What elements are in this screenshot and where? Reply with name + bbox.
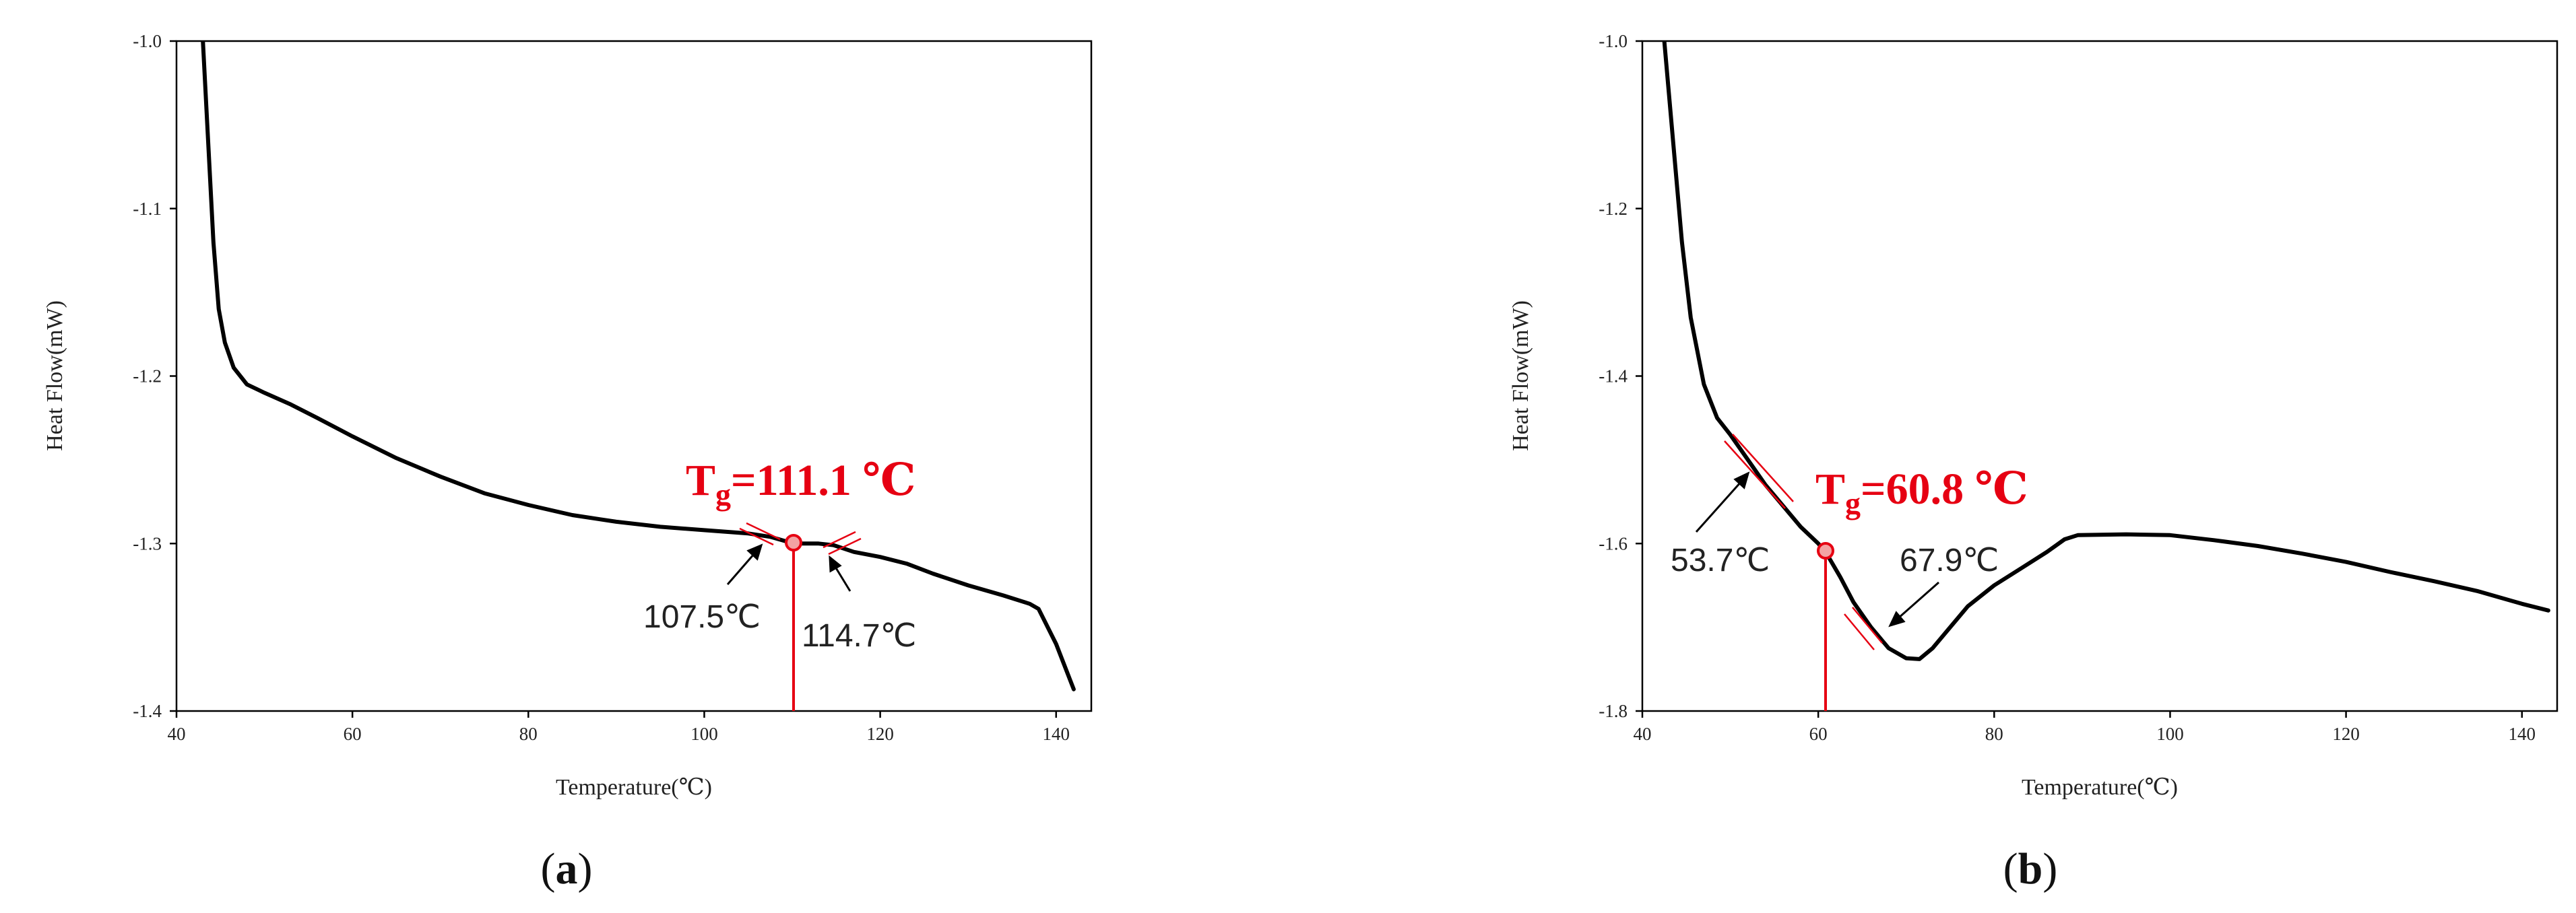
series-line-b — [1662, 41, 2550, 661]
plot-frame-a — [175, 40, 1093, 712]
heat-flow-line-a — [201, 41, 1076, 691]
annotation-67-9: 67.9℃ — [1900, 543, 1999, 578]
x-tick-label-b-100: 100 — [2156, 724, 2184, 744]
annotation-53-7: 53.7℃ — [1671, 543, 1770, 578]
y-tick-label-b-2: -1.4 — [1599, 366, 1628, 386]
heat-flow-line-b — [1662, 41, 2550, 661]
x-tick-label-b-40: 40 — [1634, 724, 1652, 744]
x-axis-b: 40 60 80 100 120 140 — [1634, 711, 2536, 744]
x-axis-title-b: Temperature(℃) — [2022, 775, 2178, 800]
series-line-a — [201, 41, 1076, 691]
chart-b: 40 60 80 100 120 140 -1.0 -1.2 -1.4 -1.6 -1.8 Tg=… — [1508, 31, 2558, 893]
x-tick-label-a-140: 140 — [1043, 724, 1070, 744]
x-tick-label-a-40: 40 — [168, 724, 186, 744]
y-tick-label-a-1: -1.1 — [133, 199, 162, 219]
x-tick-label-b-80: 80 — [1985, 724, 2003, 744]
x-tick-label-b-140: 140 — [2509, 724, 2536, 744]
plot-frame-b — [1641, 40, 2558, 712]
tg-marker-b — [1817, 542, 1834, 560]
chart-a: 40 60 80 100 120 140 -1.0 -1.1 -1.2 -1.3 -1.4 Tg=… — [42, 31, 1093, 893]
annotation-arrow-107-a — [726, 543, 763, 585]
annotation-arrow-114-a — [829, 555, 851, 592]
tangent-lines-b — [1724, 434, 1883, 650]
tg-label-a: Tg=111.1 ℃ — [686, 456, 915, 512]
y-axis-title-b: Heat Flow(mW) — [1508, 300, 1533, 451]
y-tick-label-a-3: -1.3 — [133, 533, 162, 553]
y-tick-label-a-0: -1.0 — [133, 31, 162, 51]
y-tick-label-a-2: -1.2 — [133, 366, 162, 386]
y-tick-label-a-4: -1.4 — [133, 701, 162, 721]
y-axis-a: -1.0 -1.1 -1.2 -1.3 -1.4 — [133, 31, 176, 721]
y-axis-title-a: Heat Flow(mW) — [42, 300, 67, 451]
x-tick-label-b-60: 60 — [1809, 724, 1828, 744]
y-axis-b: -1.0 -1.2 -1.4 -1.6 -1.8 — [1599, 31, 1642, 721]
tangent-lines-a — [739, 522, 862, 555]
annotation-arrow-53-b — [1695, 471, 1750, 533]
annotation-107-5: 107.5℃ — [643, 599, 761, 635]
y-tick-label-b-4: -1.8 — [1599, 701, 1628, 721]
x-axis-title-a: Temperature(℃) — [556, 775, 712, 800]
x-tick-label-a-80: 80 — [519, 724, 538, 744]
y-tick-label-b-3: -1.6 — [1599, 533, 1628, 553]
tg-marker-a — [785, 534, 802, 551]
x-tick-label-a-60: 60 — [344, 724, 362, 744]
y-tick-label-b-0: -1.0 — [1599, 31, 1628, 51]
x-tick-label-a-120: 120 — [866, 724, 894, 744]
annotation-arrow-67-b — [1888, 581, 1939, 628]
x-tick-label-b-120: 120 — [2332, 724, 2360, 744]
x-axis-a: 40 60 80 100 120 140 — [168, 711, 1070, 744]
y-tick-label-b-1: -1.2 — [1599, 199, 1628, 219]
annotation-114-7: 114.7℃ — [802, 618, 916, 654]
panel-label-b: (b) — [2003, 844, 2058, 893]
tg-label-b: Tg=60.8 ℃ — [1815, 465, 2028, 520]
panel-label-a: (a) — [541, 844, 593, 893]
x-tick-label-a-100: 100 — [690, 724, 718, 744]
